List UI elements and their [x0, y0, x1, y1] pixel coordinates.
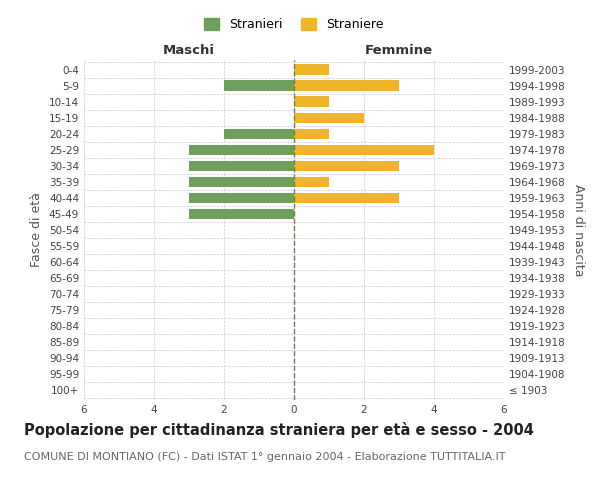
Bar: [189, 144, 294, 155]
Bar: [294, 176, 329, 187]
Y-axis label: Fasce di età: Fasce di età: [31, 192, 43, 268]
Bar: [294, 160, 399, 171]
Bar: [224, 128, 294, 139]
Bar: [189, 192, 294, 203]
Bar: [294, 144, 434, 155]
Bar: [294, 112, 364, 123]
Text: Femmine: Femmine: [365, 44, 433, 57]
Text: Popolazione per cittadinanza straniera per età e sesso - 2004: Popolazione per cittadinanza straniera p…: [24, 422, 534, 438]
Bar: [294, 80, 399, 91]
Bar: [294, 96, 329, 107]
Bar: [294, 128, 329, 139]
Bar: [189, 208, 294, 219]
Bar: [294, 64, 329, 75]
Bar: [294, 192, 399, 203]
Y-axis label: Anni di nascita: Anni di nascita: [572, 184, 585, 276]
Bar: [189, 176, 294, 187]
Text: COMUNE DI MONTIANO (FC) - Dati ISTAT 1° gennaio 2004 - Elaborazione TUTTITALIA.I: COMUNE DI MONTIANO (FC) - Dati ISTAT 1° …: [24, 452, 505, 462]
Legend: Stranieri, Straniere: Stranieri, Straniere: [199, 13, 389, 36]
Bar: [224, 80, 294, 91]
Bar: [189, 160, 294, 171]
Text: Maschi: Maschi: [163, 44, 215, 57]
